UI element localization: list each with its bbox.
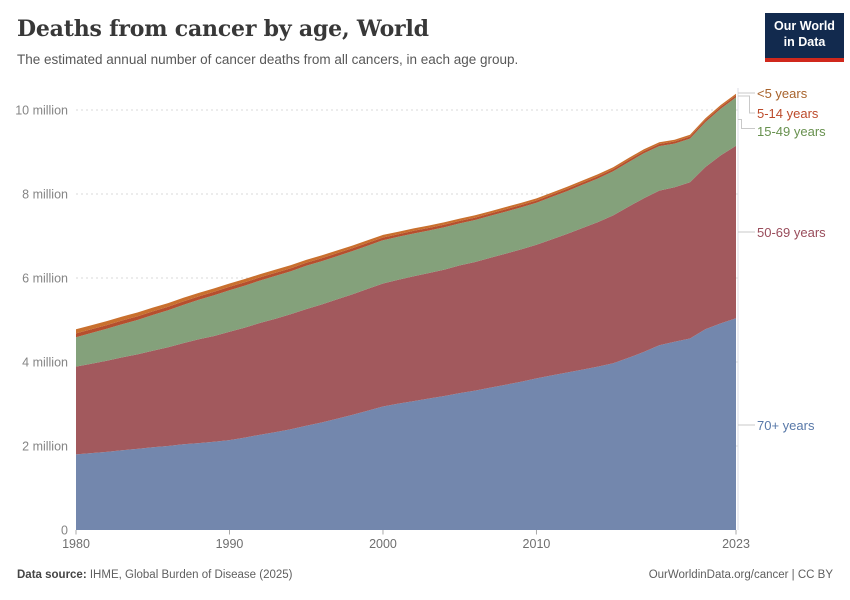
legend-item-50-69[interactable]: 50-69 years bbox=[757, 225, 826, 240]
legend-connector-line bbox=[738, 95, 755, 114]
legend-item-70plus[interactable]: 70+ years bbox=[757, 418, 815, 433]
x-axis-tick-label: 1980 bbox=[62, 537, 90, 551]
owid-logo-line1: Our World bbox=[774, 19, 835, 33]
y-axis-tick-label: 2 million bbox=[22, 440, 68, 454]
y-axis-tick-label: 4 million bbox=[22, 356, 68, 370]
x-axis-tick-label: 2000 bbox=[369, 537, 397, 551]
area-70-years[interactable] bbox=[76, 318, 736, 530]
y-axis-tick-label: 0 bbox=[61, 524, 68, 538]
legend-item-5-14[interactable]: 5-14 years bbox=[757, 106, 819, 121]
chart-subtitle: The estimated annual number of cancer de… bbox=[17, 52, 519, 67]
legend-item-15-49[interactable]: 15-49 years bbox=[757, 124, 826, 139]
data-source-text[interactable]: IHME, Global Burden of Disease (2025) bbox=[86, 569, 293, 581]
chart-footer: Data source: IHME, Global Burden of Dise… bbox=[17, 569, 833, 581]
x-axis-tick-label: 2010 bbox=[523, 537, 551, 551]
area-15-49-years[interactable] bbox=[76, 97, 736, 367]
legend-item-under5[interactable]: <5 years bbox=[757, 86, 808, 101]
owid-logo-line2: in Data bbox=[783, 35, 826, 49]
owid-logo[interactable]: Our World in Data bbox=[765, 13, 844, 62]
y-axis-tick-label: 8 million bbox=[22, 188, 68, 202]
y-axis-tick-label: 6 million bbox=[22, 272, 68, 286]
data-source-note: Data source: IHME, Global Burden of Dise… bbox=[17, 569, 293, 581]
credit-link[interactable]: OurWorldinData.org/cancer | CC BY bbox=[648, 569, 833, 581]
y-axis-tick-label: 10 million bbox=[15, 104, 68, 118]
area-50-69-years[interactable] bbox=[76, 145, 736, 455]
legend-connector-line bbox=[738, 119, 755, 129]
x-axis-tick-label: 1990 bbox=[216, 537, 244, 551]
data-source-label: Data source: bbox=[17, 569, 87, 581]
page-title: Deaths from cancer by age, World bbox=[17, 16, 429, 42]
x-axis-tick-label: 2023 bbox=[722, 537, 750, 551]
